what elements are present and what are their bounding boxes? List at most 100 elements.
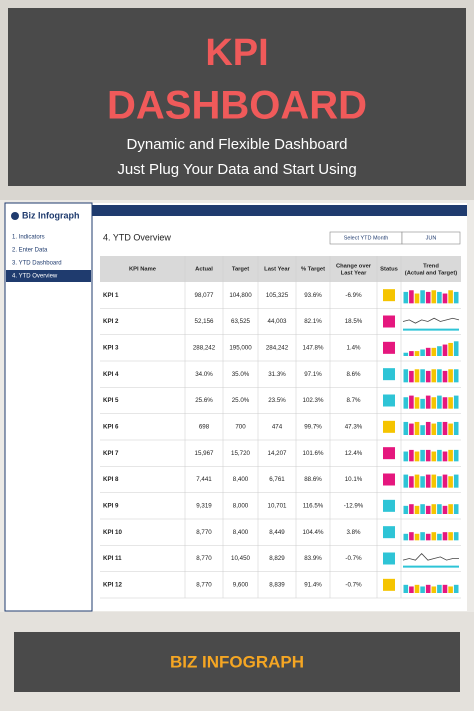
trend-bar — [409, 586, 414, 593]
cell: 284,242 — [266, 344, 289, 351]
cell: 35.0% — [232, 371, 250, 378]
trend-bar — [409, 370, 414, 383]
nav-item[interactable]: 2. Enter Data — [12, 248, 48, 254]
trend-bar — [453, 474, 459, 488]
status — [383, 289, 395, 302]
cell: 698 — [199, 423, 210, 430]
cell: 14,207 — [268, 450, 287, 457]
trend-bar — [425, 395, 431, 409]
trend-bar — [414, 351, 420, 356]
trend-bar — [431, 504, 437, 514]
trend-line — [402, 317, 460, 324]
trend-bar — [420, 586, 425, 593]
trend-bar — [453, 369, 459, 383]
column-header: Last Year — [264, 267, 290, 273]
trend-bar — [437, 291, 442, 304]
trend-bar — [409, 395, 414, 409]
nav-item[interactable]: 4. YTD Overview — [12, 274, 58, 280]
trend-bar — [453, 504, 459, 514]
cell: 91.4% — [304, 581, 322, 588]
trend-bar — [437, 346, 442, 356]
trend-bar — [425, 370, 431, 383]
trend-bar — [409, 504, 414, 514]
kpi-name: KPI 8 — [103, 476, 119, 483]
panel-title: 4. YTD Overview — [103, 232, 171, 242]
trend-bar — [442, 397, 448, 409]
status — [383, 394, 395, 407]
cell: 700 — [235, 423, 246, 430]
cell: 23.5% — [268, 397, 286, 404]
trend-bar — [409, 449, 414, 462]
trend-bar — [409, 476, 414, 488]
selector-value[interactable]: JUN — [426, 235, 437, 241]
cell: 116.5% — [303, 502, 324, 509]
status — [383, 315, 395, 328]
cell: 104,800 — [229, 292, 252, 299]
column-header: Change over Last Year — [336, 263, 372, 276]
cell: 9,600 — [233, 581, 249, 588]
trend-bar — [414, 505, 420, 514]
trend-bar — [442, 370, 448, 383]
cell: 105,325 — [266, 292, 289, 299]
trend-bar — [448, 369, 453, 383]
cell: 44,003 — [268, 318, 287, 325]
trend-bar — [431, 397, 437, 409]
trend-bar — [409, 532, 414, 541]
cell: 195,000 — [229, 344, 252, 351]
trend-bar — [442, 532, 448, 541]
trend-bar — [403, 421, 409, 435]
cell: 8.7% — [346, 397, 361, 404]
trend-bar — [420, 532, 425, 541]
cell: 31.3% — [268, 371, 286, 378]
trend-bar — [442, 584, 448, 593]
trend-bar — [425, 449, 431, 462]
trend-bar — [420, 504, 425, 514]
trend-bar — [409, 290, 414, 304]
trend-bar — [414, 397, 420, 409]
trend-bar — [420, 369, 425, 383]
trend-bar — [403, 291, 409, 304]
trend-bar — [414, 293, 420, 304]
trend-bar — [437, 395, 442, 409]
cell: 8.6% — [346, 371, 361, 378]
cell: 25.6% — [195, 397, 213, 404]
cell: 47.3% — [345, 423, 363, 430]
cell: 8,000 — [233, 502, 249, 509]
cell: 8,829 — [269, 555, 285, 562]
trend-bar — [403, 505, 409, 514]
trend-bar — [442, 344, 448, 356]
trend-bar — [420, 449, 425, 462]
cell: 8,770 — [196, 529, 212, 536]
cell: 63,525 — [231, 318, 250, 325]
trend-line — [402, 553, 459, 561]
trend-bar — [431, 451, 437, 462]
cell: 15,720 — [231, 450, 250, 457]
kpi-name: KPI 5 — [103, 397, 119, 404]
selector[interactable] — [401, 231, 461, 245]
trend-bar — [414, 533, 420, 541]
trend-bar — [403, 474, 409, 488]
column-header: Actual — [195, 267, 213, 273]
cell: 83.9% — [304, 555, 322, 562]
trend-bar — [425, 584, 431, 593]
trend-bar — [425, 505, 431, 514]
column-header: KPI Name — [129, 267, 157, 273]
trend-bar — [425, 533, 431, 541]
status — [383, 368, 395, 381]
nav-active — [6, 270, 91, 282]
kpi-name: KPI 9 — [103, 502, 119, 509]
trend-bar — [453, 395, 459, 409]
trend-bar — [431, 586, 437, 593]
cell: 8,449 — [269, 529, 285, 536]
nav-item[interactable]: 3. YTD Dashboard — [12, 261, 62, 267]
nav-item[interactable]: 1. Indicators — [12, 235, 45, 241]
subtitle: Dynamic and Flexible Dashboard — [127, 136, 348, 153]
trend-bar — [414, 474, 420, 488]
cell: 88.6% — [304, 476, 322, 483]
trend-bar — [420, 398, 425, 409]
column-header: Target — [232, 267, 249, 273]
cell: 104.4% — [303, 529, 324, 536]
status — [383, 341, 395, 354]
trend-bar — [403, 352, 409, 356]
